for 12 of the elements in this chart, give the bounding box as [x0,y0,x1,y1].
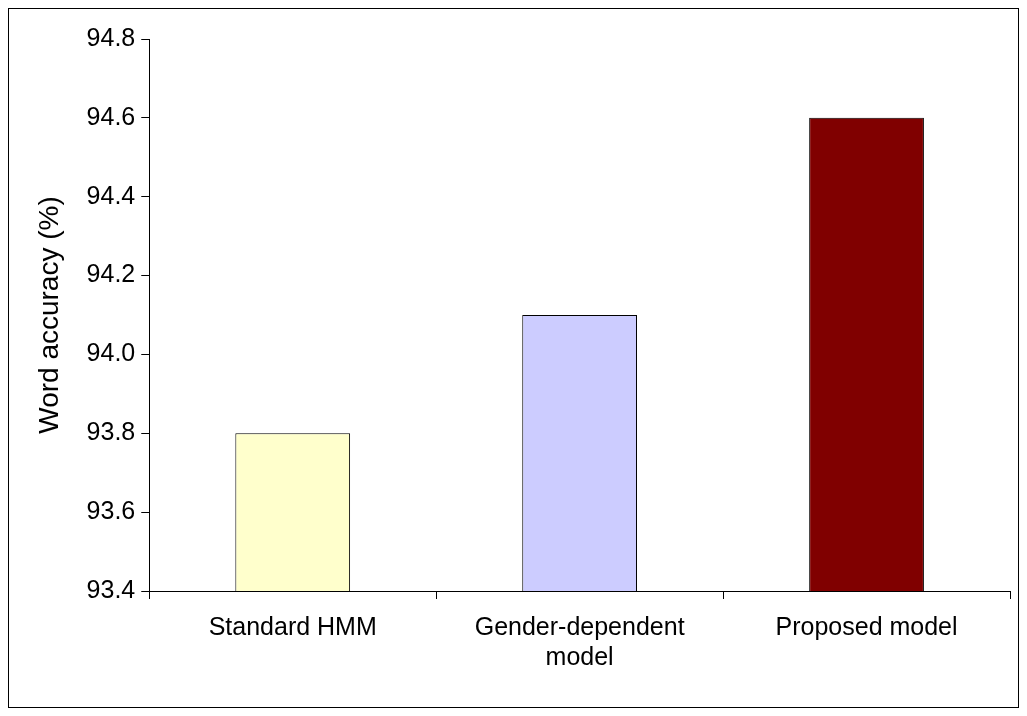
x-tick-label: Gender-dependent model [474,611,685,670]
y-tick-label: 94.0 [86,338,136,367]
y-tick-label: 93.6 [86,496,136,525]
y-tick-label: 94.8 [86,22,136,51]
x-tick-label: Standard HMM [208,611,377,640]
y-axis-title: Word accuracy (%) [32,196,64,434]
y-tick-label: 94.4 [86,180,136,209]
y-tick-label: 94.6 [86,101,136,130]
y-tick-label: 94.2 [86,259,136,288]
y-tick-label: 93.4 [86,574,136,603]
y-tick-label: 93.8 [86,417,136,446]
x-tick-label: Proposed model [775,611,958,640]
